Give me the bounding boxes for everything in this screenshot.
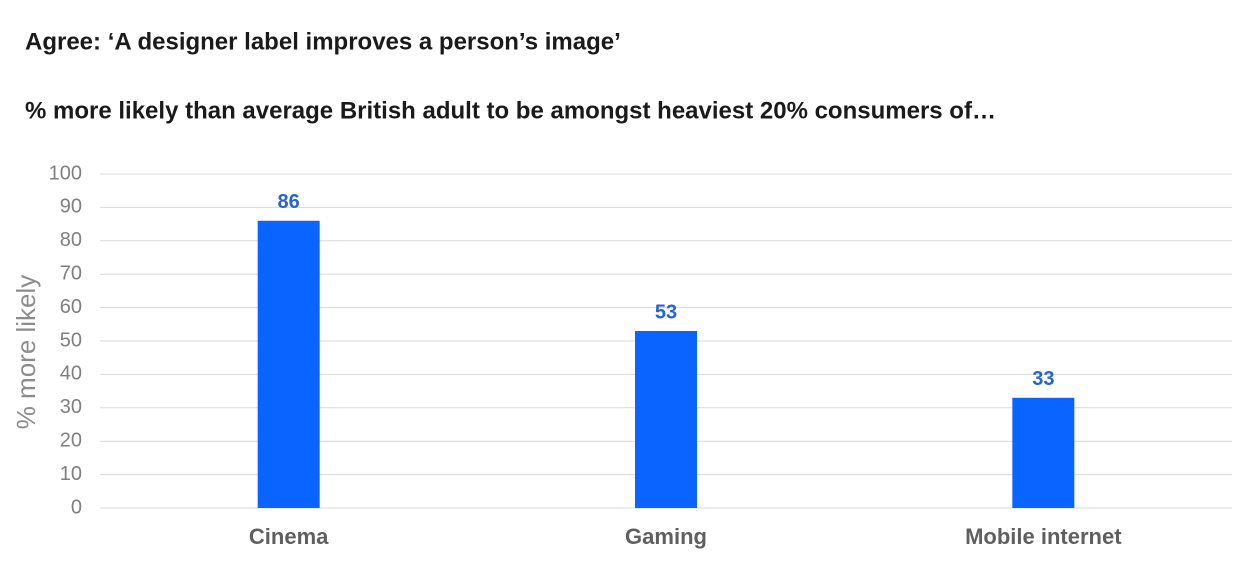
y-tick-label: 100: [49, 162, 82, 184]
y-axis-label: % more likely: [11, 275, 41, 430]
y-tick-label: 30: [60, 396, 82, 418]
bar: [257, 220, 320, 508]
y-tick-label: 60: [60, 296, 82, 318]
chart-title: Agree: ‘A designer label improves a pers…: [25, 28, 621, 55]
bar: [635, 330, 697, 508]
data-label: 53: [655, 301, 677, 323]
y-tick-label: 70: [60, 262, 82, 284]
chart-subtitle: % more likely than average British adult…: [25, 97, 996, 124]
y-tick-label: 80: [60, 229, 82, 251]
y-tick-label: 0: [71, 496, 82, 518]
y-tick-label: 20: [60, 429, 82, 451]
x-tick-label: Cinema: [249, 524, 329, 549]
x-tick-label: Gaming: [625, 524, 707, 549]
y-tick-label: 50: [60, 329, 82, 351]
y-tick-label: 90: [60, 196, 82, 218]
bar: [1012, 397, 1075, 508]
y-tick-label: 40: [60, 363, 82, 385]
y-tick-label: 10: [60, 463, 82, 485]
data-label: 33: [1032, 368, 1054, 390]
data-label: 86: [278, 191, 300, 213]
x-tick-label: Mobile internet: [965, 524, 1122, 549]
